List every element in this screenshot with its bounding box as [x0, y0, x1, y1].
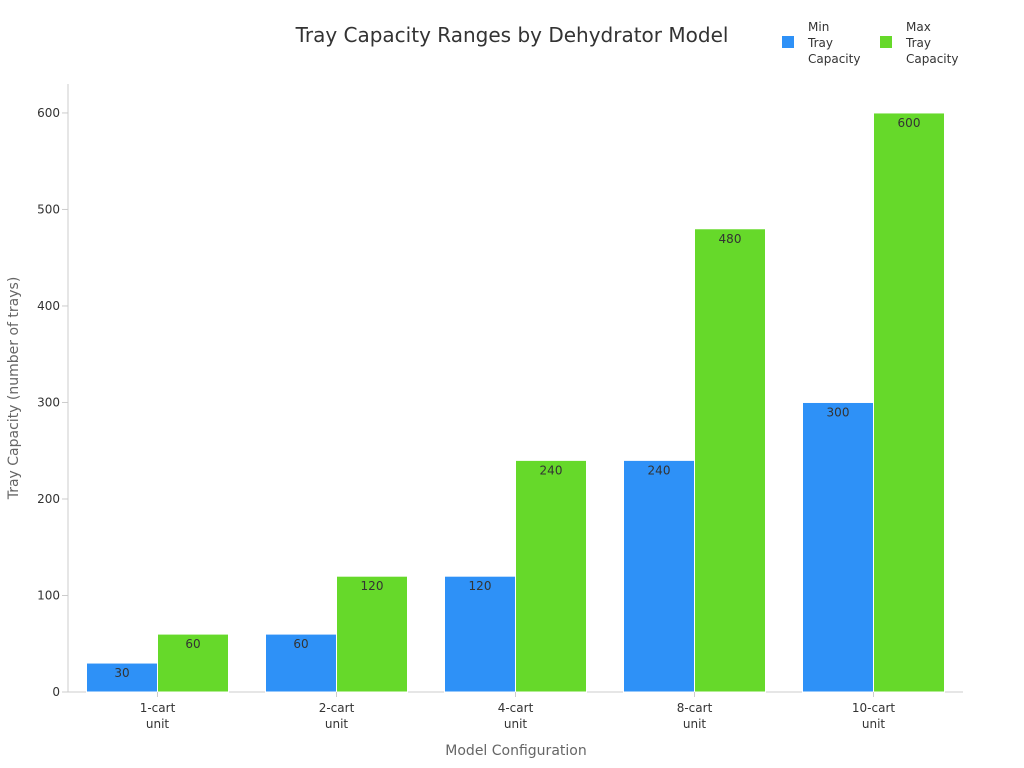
data-label-max-tray-capacity-8-cart-unit: 480	[719, 232, 742, 246]
legend-label-min-tray-capacity: Min Tray Capacity	[807, 20, 860, 66]
bar-min-tray-capacity-2-cart-unit	[265, 633, 337, 693]
y-tick-label: 100	[37, 588, 60, 602]
x-tick-label: 4-cart unit	[498, 701, 534, 731]
data-label-min-tray-capacity-10-cart-unit: 300	[827, 405, 850, 419]
y-tick-label: 300	[37, 395, 60, 409]
bar-min-tray-capacity-10-cart-unit	[802, 401, 874, 693]
bar-max-tray-capacity-1-cart-unit	[157, 633, 229, 693]
bars	[86, 112, 945, 693]
y-axis-ticks: 0 100 200 300 400 500 600	[37, 106, 68, 699]
x-tick-label: 2-cart unit	[319, 701, 355, 731]
bar-max-tray-capacity-10-cart-unit	[873, 112, 945, 693]
data-label-max-tray-capacity-4-cart-unit: 240	[540, 463, 563, 477]
data-label-min-tray-capacity-4-cart-unit: 120	[469, 579, 492, 593]
bar-min-tray-capacity-8-cart-unit	[623, 459, 695, 693]
data-label-max-tray-capacity-1-cart-unit: 60	[185, 637, 200, 651]
data-label-max-tray-capacity-10-cart-unit: 600	[898, 116, 921, 130]
x-tick-label: 1-cart unit	[140, 701, 176, 731]
x-tick-label: 10-cart unit	[852, 701, 895, 731]
y-tick-label: 200	[37, 492, 60, 506]
x-axis-ticks: 1-cart unit 2-cart unit 4-cart unit 8-cart unit…	[140, 692, 895, 731]
y-tick-label: 600	[37, 106, 60, 120]
legend-swatch-min-tray-capacity	[782, 36, 794, 48]
bar-min-tray-capacity-4-cart-unit	[444, 575, 516, 693]
y-tick-label: 400	[37, 299, 60, 313]
chart-title: Tray Capacity Ranges by Dehydrator Model	[295, 23, 729, 47]
bar-max-tray-capacity-8-cart-unit	[694, 228, 766, 693]
y-tick-label: 500	[37, 202, 60, 216]
legend: Min Tray Capacity Max Tray Capacity	[782, 20, 958, 66]
legend-swatch-max-tray-capacity	[880, 36, 892, 48]
data-label-min-tray-capacity-2-cart-unit: 60	[293, 637, 308, 651]
y-axis-label: Tray Capacity (number of trays)	[6, 277, 22, 501]
data-labels: 30 60 60 120 120 240 240 480 300 600	[114, 116, 920, 680]
x-axis-label: Model Configuration	[445, 743, 586, 759]
data-label-max-tray-capacity-2-cart-unit: 120	[361, 579, 384, 593]
x-tick-label: 8-cart unit	[677, 701, 713, 731]
data-label-min-tray-capacity-8-cart-unit: 240	[648, 463, 671, 477]
bar-max-tray-capacity-2-cart-unit	[336, 575, 408, 693]
bar-max-tray-capacity-4-cart-unit	[515, 459, 587, 693]
data-label-min-tray-capacity-1-cart-unit: 30	[114, 666, 129, 680]
legend-label-max-tray-capacity: Max Tray Capacity	[905, 20, 958, 66]
y-tick-label: 0	[52, 685, 60, 699]
